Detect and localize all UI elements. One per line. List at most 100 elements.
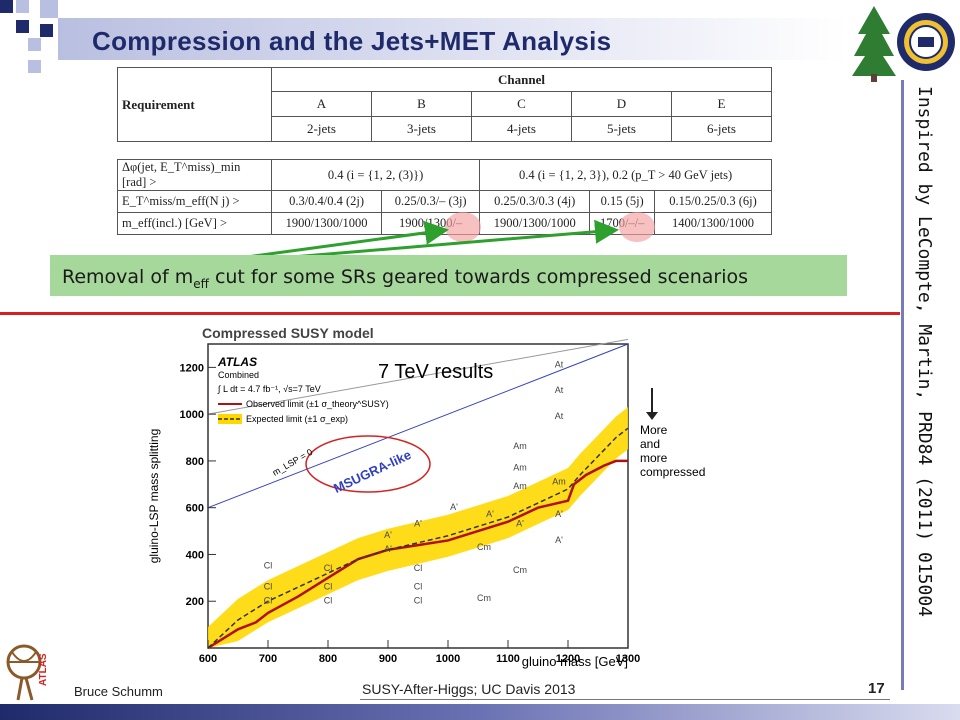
y-tick-label: 1000	[180, 409, 204, 421]
grid-marker: Cl	[264, 582, 273, 592]
atlas-label: ATLAS	[217, 355, 257, 369]
footer-event: SUSY-After-Higgs; UC Davis 2013	[362, 681, 576, 697]
slide-title: Compression and the Jets+MET Analysis	[92, 26, 612, 56]
table-cell: 0.15/0.25/0.3 (6j)	[654, 190, 772, 213]
limit-plot: Compressed SUSY model At At At Am Am Am Am A' A'…	[142, 318, 792, 670]
mlsp-line	[207, 343, 629, 509]
grid-marker: Cm	[477, 542, 491, 552]
grid-marker: A'	[516, 518, 524, 528]
grid-marker: Cm	[477, 593, 491, 603]
grid-marker: Cl	[264, 596, 273, 606]
limit-plot-svg: Compressed SUSY model At At At Am Am Am Am A' A'…	[147, 325, 705, 669]
footer-divider	[360, 699, 890, 700]
combined-label: Combined	[218, 370, 259, 380]
jets-label: 3-jets	[371, 116, 472, 142]
grid-marker: At	[555, 385, 564, 395]
x-tick-label: 800	[319, 653, 337, 665]
grid-marker: Am	[513, 481, 527, 491]
corner-square	[40, 24, 53, 37]
grid-marker: A'	[384, 544, 392, 554]
big-label: 7 TeV results	[378, 361, 493, 383]
header-channel: Channel	[271, 67, 772, 92]
jets-label: 2-jets	[271, 116, 372, 142]
table-cell: 1900/1300/1000	[479, 212, 591, 235]
x-axis-label: gluino mass [GeV]	[522, 654, 628, 669]
grid-marker: At	[555, 411, 564, 421]
arrow-label: compressed	[640, 465, 705, 479]
grid-marker: Cl	[324, 563, 333, 573]
arrow-label: More	[640, 423, 668, 437]
header-requirement: Requirement	[117, 67, 272, 142]
table-cell: 0.4 (i = {1, 2, (3)})	[270, 159, 481, 191]
corner-square	[16, 20, 29, 33]
upper-diagonal-line	[207, 338, 629, 415]
right-border-bar	[901, 80, 904, 690]
row-label: m_eff(incl.) [GeV] >	[117, 212, 272, 235]
row-label: E_T^miss/m_eff(N j) >	[117, 190, 272, 213]
x-tick-label: 900	[379, 653, 397, 665]
university-logo	[852, 6, 955, 82]
table-cell: 0.3/0.4/0.4 (2j)	[270, 190, 383, 213]
grid-marker: A'	[450, 502, 458, 512]
grid-marker: Cl	[414, 582, 423, 592]
footer-bar	[0, 704, 960, 720]
table-cell: 0.25/0.3/– (3j)	[381, 190, 481, 213]
tree-icon	[852, 6, 896, 82]
y-tick-label: 400	[186, 549, 204, 561]
x-tick-label: 600	[199, 653, 217, 665]
x-tick-label: 1300	[616, 653, 640, 665]
title-bar	[58, 18, 848, 60]
channel-label: C	[471, 91, 572, 117]
channel-label: D	[571, 91, 672, 117]
x-tick-label: 1100	[496, 653, 520, 665]
page-number: 17	[868, 680, 885, 697]
arrow-label: and	[640, 437, 660, 451]
arrow-label: more	[640, 451, 668, 465]
grid-marker: Am	[552, 476, 566, 486]
legend-expected: Expected limit (±1 σ_exp)	[246, 414, 348, 424]
table-header: Requirement Channel A B C D E 2-jets 3-j…	[117, 67, 772, 142]
grid-marker: Cl	[264, 560, 273, 570]
y-tick-label: 600	[186, 503, 204, 515]
callout-text: Removal of meff cut for some SRs geared …	[62, 266, 749, 291]
table-cell: 0.4 (i = {1, 2, 3}), 0.2 (p_T > 40 GeV j…	[479, 159, 772, 191]
plot-header: Compressed SUSY model	[202, 325, 374, 341]
y-tick-label: 200	[186, 596, 204, 608]
channel-label: B	[371, 91, 472, 117]
grid-marker: A'	[555, 509, 563, 519]
channel-label: A	[271, 91, 372, 117]
corner-square	[28, 38, 41, 51]
grid-marker: A'	[384, 530, 392, 540]
table-cell: 1700/–/–	[589, 212, 656, 235]
grid-marker: A'	[555, 535, 563, 545]
citation-text: Inspired by LeCompte, Martin, PRD84 (201…	[914, 86, 935, 618]
table-cell: 1400/1300/1000	[654, 212, 772, 235]
atlas-figure-icon: ATLAS	[6, 644, 49, 701]
lumi-label: ∫ L dt = 4.7 fb⁻¹, √s=7 TeV	[217, 384, 321, 394]
observed-limit-line	[207, 459, 628, 650]
svg-text:ATLAS: ATLAS	[38, 653, 49, 686]
grid-marker: Am	[513, 462, 527, 472]
y-axis-label: gluino-LSP mass splitting	[147, 429, 161, 564]
legend-observed: Observed limit (±1 σ_theory^SUSY)	[246, 399, 389, 409]
jets-label: 4-jets	[471, 116, 572, 142]
grid-marker: Cl	[324, 596, 333, 606]
corner-square	[0, 0, 13, 13]
signal-region-table: Requirement Channel A B C D E 2-jets 3-j…	[117, 67, 772, 235]
grid-marker: Cl	[414, 563, 423, 573]
grid-marker: Cl	[324, 582, 333, 592]
callout-box	[50, 255, 847, 296]
citation-container: Inspired by LeCompte, Martin, PRD84 (201…	[908, 86, 935, 686]
channel-label: E	[671, 91, 772, 117]
grid-marker: At	[555, 359, 564, 369]
jets-label: 5-jets	[571, 116, 672, 142]
grid-marker: Cm	[513, 565, 527, 575]
table-cell: 1900/1300/–	[381, 212, 481, 235]
corner-square	[28, 60, 41, 73]
x-tick-label: 1200	[556, 653, 580, 665]
table-cell: 1900/1300/1000	[270, 212, 383, 235]
table-cuts: Δφ(jet, E_T^miss)_min [rad] > 0.4 (i = {…	[117, 159, 772, 235]
expected-limit-line	[207, 427, 629, 649]
grid-marker: Cl	[414, 596, 423, 606]
atlas-logo: ATLAS	[6, 644, 49, 701]
